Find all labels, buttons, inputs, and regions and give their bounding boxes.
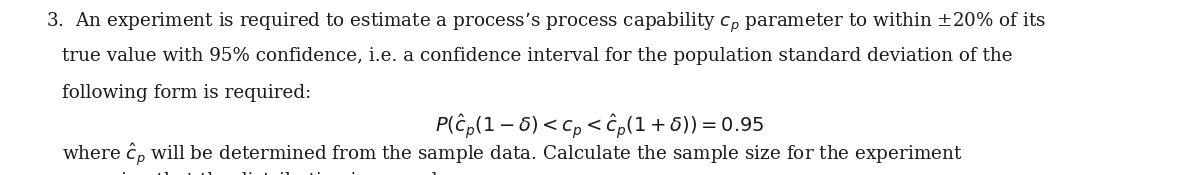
Text: where $\hat{c}_p$ will be determined from the sample data. Calculate the sample : where $\hat{c}_p$ will be determined fro… <box>62 141 962 168</box>
Text: $P(\hat{c}_p(1 - \delta) < c_p < \hat{c}_p(1 + \delta)) = 0.95$: $P(\hat{c}_p(1 - \delta) < c_p < \hat{c}… <box>436 113 764 141</box>
Text: 3.  An experiment is required to estimate a process’s process capability $c_p$ p: 3. An experiment is required to estimate… <box>46 10 1046 35</box>
Text: following form is required:: following form is required: <box>62 84 312 102</box>
Text: assuming that the distribution is normal.: assuming that the distribution is normal… <box>62 172 444 175</box>
Text: true value with 95% confidence, i.e. a confidence interval for the population st: true value with 95% confidence, i.e. a c… <box>62 47 1013 65</box>
